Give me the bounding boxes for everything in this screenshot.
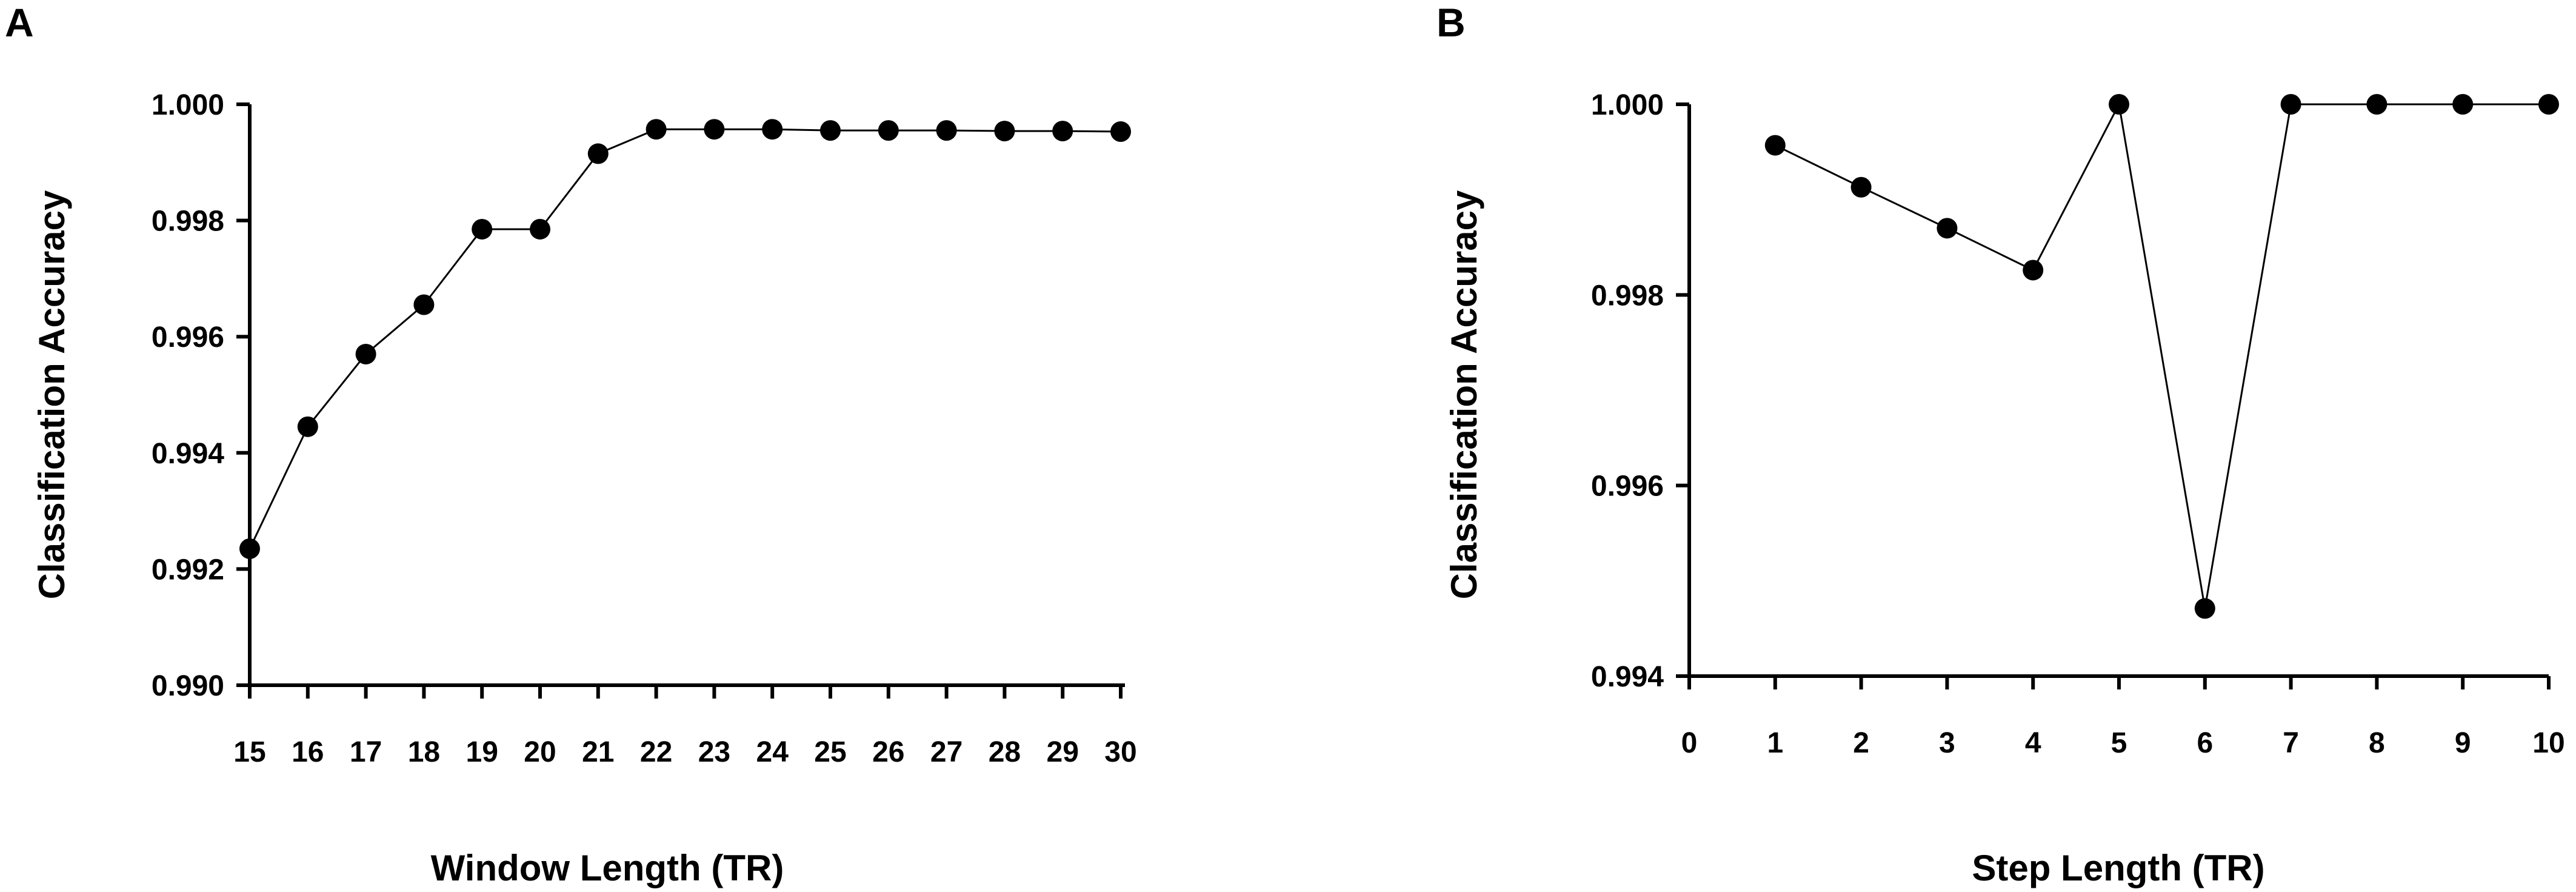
panel-a-xtick-label: 21 — [582, 736, 614, 768]
panel-b-ytick-label: 0.994 — [1591, 661, 1664, 693]
panel-b-xtick-label: 8 — [2369, 727, 2385, 759]
panel-b-data-point — [2023, 260, 2044, 281]
panel-a-x-title: Window Length (TR) — [431, 848, 784, 888]
panel-b-data-point — [2366, 94, 2387, 115]
panel-b-xtick-label: 3 — [1939, 727, 1955, 759]
panel-a-data-point — [297, 416, 318, 437]
panel-a-xtick-label: 17 — [350, 736, 382, 768]
panel-a-ytick-label: 0.990 — [152, 670, 224, 702]
panel-a-data-point — [239, 538, 260, 559]
panel-a-data-point — [936, 120, 957, 141]
panel-a-data-point — [994, 121, 1015, 142]
panel-a-xticks: 15 16 17 18 19 20 21 22 23 24 25 26 27 28 29 30 — [233, 685, 1137, 768]
panel-b-xtick-label: 9 — [2455, 727, 2471, 759]
panel-b-xtick-label: 1 — [1767, 727, 1783, 759]
panel-a-xtick-label: 18 — [408, 736, 440, 768]
panel-b-ytick-label: 0.998 — [1591, 280, 1664, 312]
panel-a-xtick-label: 19 — [466, 736, 498, 768]
panel-a-data-point — [587, 143, 609, 164]
panel-a-xtick-label: 22 — [640, 736, 672, 768]
panel-b-xtick-label: 4 — [2025, 727, 2041, 759]
panel-a-ytick-label: 0.992 — [152, 554, 224, 586]
panel-b-series-line — [1775, 101, 2549, 609]
panel-b: B 0.994 0.996 0.998 1.000 0 1 2 3 4 5 6 7 8 9 10 Clas… — [1436, 0, 2565, 888]
panel-a-data-point — [472, 218, 493, 240]
panel-b-xtick-label: 6 — [2197, 727, 2213, 759]
panel-a-xtick-label: 30 — [1104, 736, 1136, 768]
panel-a-xtick-label: 28 — [989, 736, 1021, 768]
panel-a-data-point — [762, 119, 783, 140]
panel-a-xtick-label: 16 — [292, 736, 324, 768]
panel-b-data-point — [2452, 94, 2474, 115]
panel-a-xtick-label: 29 — [1047, 736, 1079, 768]
panel-b-xtick-label: 0 — [1681, 727, 1698, 759]
panel-b-yticks: 0.994 0.996 0.998 1.000 — [1591, 89, 1689, 693]
panel-a-series-line — [249, 128, 1121, 549]
panel-b-xtick-label: 2 — [1853, 727, 1869, 759]
panel-a-data-point — [1052, 121, 1073, 142]
panel-a-yticks: 0.990 0.992 0.994 0.996 0.998 1.000 — [152, 89, 250, 702]
panel-b-data-point — [2194, 598, 2215, 619]
panel-a-xtick-label: 15 — [233, 736, 265, 768]
panel-a-data-point — [646, 119, 667, 140]
panel-a-ytick-label: 0.998 — [152, 206, 224, 238]
panel-b-xtick-label: 7 — [2283, 727, 2299, 759]
panel-a-ytick-label: 0.994 — [152, 438, 224, 470]
panel-a-data-point — [820, 120, 841, 141]
panel-a-data-point — [413, 294, 435, 315]
panel-a-data-point — [704, 119, 725, 140]
panel-b-data-point — [2109, 94, 2129, 115]
panel-a-letter: A — [5, 0, 34, 45]
panel-a-xtick-label: 24 — [756, 736, 789, 768]
panel-a-ytick-label: 0.996 — [152, 321, 224, 354]
panel-b-letter: B — [1436, 0, 1466, 45]
panel-b-data-point — [1937, 218, 1958, 239]
panel-a-xtick-label: 23 — [698, 736, 730, 768]
panel-b-ytick-label: 1.000 — [1591, 89, 1664, 121]
panel-a-xtick-label: 27 — [930, 736, 963, 768]
panel-b-xtick-label: 10 — [2532, 727, 2564, 759]
panel-b-data-point — [1764, 135, 1786, 156]
panel-b-ytick-label: 0.996 — [1591, 471, 1664, 503]
panel-a-ytick-label: 1.000 — [152, 89, 224, 121]
panel-b-data-point — [2280, 94, 2301, 115]
panel-a-data-point — [878, 120, 899, 141]
panel-b-xtick-label: 5 — [2111, 727, 2127, 759]
panel-a-y-title: Classification Accuracy — [32, 190, 72, 599]
panel-a-series — [239, 119, 1131, 559]
panel-a-data-point — [530, 218, 550, 240]
panel-a-data-point — [1110, 121, 1131, 143]
panel-a-data-point — [355, 343, 376, 364]
panel-b-data-point — [2538, 94, 2559, 115]
panel-b-y-title: Classification Accuracy — [1444, 190, 1484, 599]
panel-a-xtick-label: 26 — [872, 736, 904, 768]
panel-b-x-title: Step Length (TR) — [1972, 848, 2264, 888]
panel-a-xtick-label: 20 — [524, 736, 556, 768]
panel-b-series — [1764, 94, 2559, 619]
panel-a-xtick-label: 25 — [814, 736, 846, 768]
panel-b-data-point — [1850, 176, 1872, 198]
panel-b-xticks: 0 1 2 3 4 5 6 7 8 9 10 — [1681, 676, 2565, 759]
